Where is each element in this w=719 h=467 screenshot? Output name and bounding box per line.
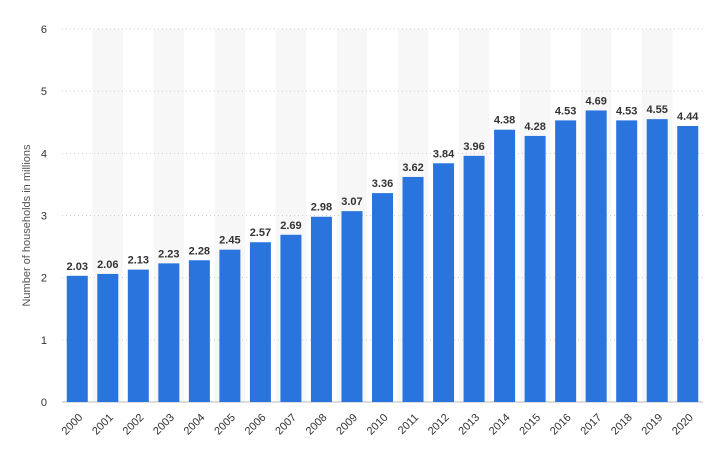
data-label-2019: 4.55 [647,104,668,116]
x-tick-label: 2020 [670,412,696,438]
x-tick-label: 2016 [548,412,574,438]
bar-2014[interactable] [494,129,516,402]
bars [66,110,699,403]
y-tick-label: 3 [41,211,47,223]
data-label-2016: 4.53 [555,105,576,117]
y-tick-label: 4 [41,148,47,160]
x-tick-label: 2011 [396,412,421,437]
bar-2018[interactable] [616,120,638,402]
data-label-2010: 3.36 [372,178,393,190]
x-tick-label: 2010 [365,412,391,438]
x-tick-label: 2001 [90,412,116,438]
data-label-2014: 4.38 [494,115,515,127]
y-tick-label: 0 [41,397,47,409]
x-tick-label: 2002 [121,412,147,438]
data-label-2002: 2.13 [128,255,149,267]
x-tick-label: 2012 [426,412,452,438]
x-tick-label: 2004 [182,412,208,438]
bar-2015[interactable] [524,135,546,402]
x-tick-label: 2018 [609,412,635,438]
bar-2009[interactable] [341,211,363,402]
data-label-2008: 2.98 [311,202,332,214]
x-tick-label: 2003 [151,412,177,438]
data-label-2017: 4.69 [585,95,606,107]
data-label-2011: 3.62 [402,162,423,174]
data-labels: 2.03 2.06 2.13 2.23 2.28 2.45 2.57 2.69 2.98 3.07… [67,95,700,272]
x-tick-label: 2019 [640,412,666,438]
data-label-2007: 2.69 [280,220,301,232]
data-label-2012: 3.84 [433,148,455,160]
bar-2010[interactable] [372,193,393,402]
x-tick-label: 2013 [456,412,482,438]
x-axis-ticks: 2000 2001 2002 2003 2004 2005 2006 2007 2008 2009… [60,412,696,438]
bar-2011[interactable] [402,176,424,402]
data-label-2001: 2.06 [97,259,118,271]
data-label-2009: 3.07 [341,196,362,208]
y-axis-ticks: 0 1 2 3 4 5 6 [41,24,47,409]
bar-2006[interactable] [249,242,271,402]
data-label-2000: 2.03 [67,261,88,273]
bar-2007[interactable] [280,234,302,402]
x-tick-label: 2007 [273,412,299,438]
y-tick-label: 6 [41,24,47,36]
bar-2002[interactable] [127,269,149,402]
bar-2004[interactable] [188,260,210,402]
data-label-2015: 4.28 [524,121,545,133]
bar-2012[interactable] [433,163,455,402]
bar-2001[interactable] [97,273,119,402]
bar-2017[interactable] [585,110,607,403]
data-label-2006: 2.57 [250,227,271,239]
y-axis-title: Number of households in millions [21,144,33,307]
x-tick-label: 2000 [60,412,86,438]
data-label-2018: 4.53 [616,105,637,117]
bar-2019[interactable] [646,119,668,403]
data-label-2013: 3.96 [463,141,484,153]
x-tick-label: 2015 [517,412,543,438]
x-tick-label: 2017 [578,412,604,438]
data-label-2020: 4.44 [677,111,699,123]
bar-2005[interactable] [219,249,241,402]
data-label-2004: 2.28 [189,245,210,257]
data-label-2005: 2.45 [219,235,240,247]
x-tick-label: 2009 [334,412,360,438]
data-label-2003: 2.23 [158,248,179,260]
x-tick-label: 2014 [487,412,513,438]
y-tick-label: 2 [41,273,47,285]
y-tick-label: 5 [41,86,47,98]
y-tick-label: 1 [41,335,47,347]
x-tick-label: 2005 [212,412,238,438]
bar-2008[interactable] [310,216,332,402]
bar-2016[interactable] [555,120,577,402]
bar-2003[interactable] [158,263,180,402]
x-tick-label: 2008 [304,412,330,438]
bar-2000[interactable] [66,275,88,402]
bar-2013[interactable] [463,155,485,402]
x-tick-label: 2006 [243,412,269,438]
bar-2020[interactable] [677,125,699,402]
